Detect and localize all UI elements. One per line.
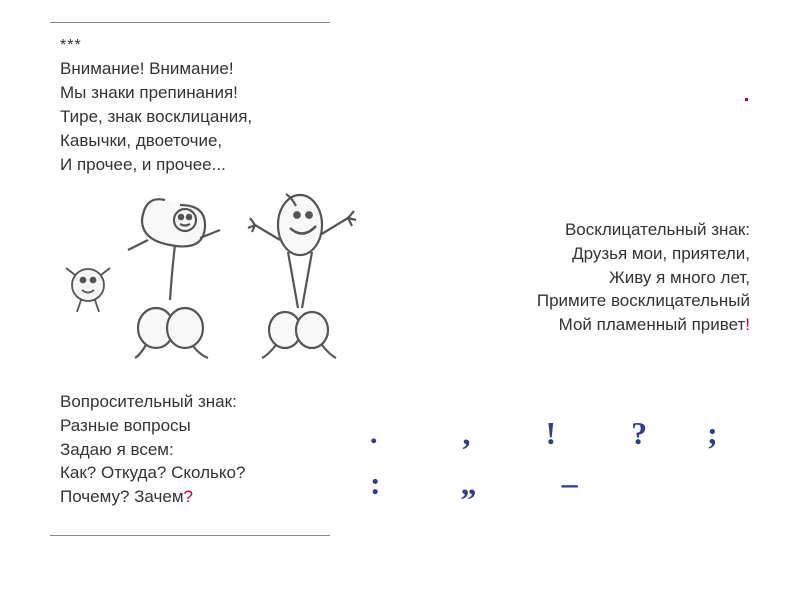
poem-3: Вопросительный знак: Разные вопросы Зада… xyxy=(60,390,245,509)
poem-2: Восклицательный знак: Друзья мои, прияте… xyxy=(537,218,750,337)
poem3-line5-text: Почему? Зачем xyxy=(60,487,184,506)
punct-dot: . xyxy=(370,417,378,451)
poem1-line2: Мы знаки препинания! xyxy=(60,81,252,105)
red-dot-decoration xyxy=(745,98,748,101)
punct-question: ? xyxy=(631,415,647,452)
poem2-line3: Живу я много лет, xyxy=(537,266,750,290)
poem2-line4: Примите восклицательный xyxy=(537,289,750,313)
poem1-line5: И прочее, и прочее... xyxy=(60,153,252,177)
punct-comma: , xyxy=(463,415,471,452)
poem1-line3: Тире, знак восклицания, xyxy=(60,105,252,129)
poem3-line2: Разные вопросы xyxy=(60,414,245,438)
poem2-line2: Друзья мои, приятели, xyxy=(537,242,750,266)
poem3-line1: Вопросительный знак: xyxy=(60,390,245,414)
punct-quotes: „ xyxy=(461,465,477,502)
poem1-line4: Кавычки, двоеточие, xyxy=(60,129,252,153)
poem3-line5: Почему? Зачем? xyxy=(60,485,245,509)
poem3-line3: Задаю я всем: xyxy=(60,438,245,462)
punct-semicolon: ; xyxy=(707,415,718,452)
poem2-line5-text: Мой пламенный привет xyxy=(559,315,746,334)
punctuation-row-2: : „ – xyxy=(370,465,578,502)
poem-1: *** Внимание! Внимание! Мы знаки препина… xyxy=(60,35,252,176)
poem1-line1: Внимание! Внимание! xyxy=(60,57,252,81)
punct-colon: : xyxy=(370,465,381,502)
poem3-line4: Как? Откуда? Сколько? xyxy=(60,461,245,485)
stars: *** xyxy=(60,35,252,57)
poem3-red-mark: ? xyxy=(184,487,193,506)
poem2-line5: Мой пламенный привет! xyxy=(537,313,750,337)
poem2-line1: Восклицательный знак: xyxy=(537,218,750,242)
poem2-red-mark: ! xyxy=(745,315,750,334)
punct-exclamation: ! xyxy=(546,415,557,452)
divider-bottom xyxy=(50,535,330,536)
punct-dash: – xyxy=(562,465,578,502)
characters-illustration xyxy=(60,180,400,375)
divider-top xyxy=(50,22,330,23)
punctuation-row-1: . , ! ? ; xyxy=(370,415,718,452)
